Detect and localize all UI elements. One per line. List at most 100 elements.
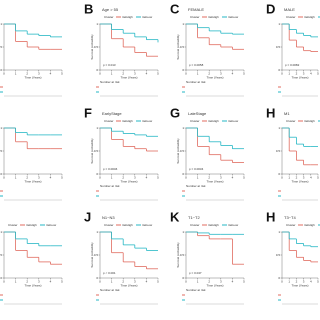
y-tick-label: 0.5: [0, 149, 2, 153]
x-tick-label: 1: [288, 175, 290, 179]
risk-table-title: Number at risk: [186, 288, 206, 292]
x-tick-label: 2: [208, 279, 210, 283]
x-tick-label: 2: [296, 71, 298, 75]
legend-label: riskLow: [228, 223, 239, 227]
legend-title: Cluster: [8, 223, 18, 227]
legend-title: Cluster: [190, 15, 200, 19]
legend-label: riskHigh: [208, 223, 219, 227]
x-tick-label: 5: [243, 71, 245, 75]
p-value: p = 0.0034: [189, 167, 204, 171]
x-tick-label: 2: [122, 279, 124, 283]
risk-table-title: Number at risk: [100, 288, 120, 292]
p-value: p = 0.0082: [285, 63, 300, 67]
x-tick-label: 5: [317, 71, 319, 75]
y-axis-label: Survival probability: [90, 242, 94, 268]
y-axis-label: Survival probability: [90, 34, 94, 60]
p-value: p = 0.0058: [189, 63, 204, 67]
risk-table-title: Number at risk: [186, 184, 206, 188]
panel-title: T1~T2: [188, 215, 200, 220]
x-tick-label: 0: [99, 279, 101, 283]
legend-title: Cluster: [286, 15, 296, 19]
legend-label: riskLow: [46, 223, 57, 227]
x-tick-label: 0: [99, 71, 101, 75]
x-tick-label: 5: [317, 279, 319, 283]
y-tick-label: 0.5: [276, 253, 281, 257]
x-axis-label: Time (Years): [207, 179, 224, 183]
y-tick-label: 0: [96, 172, 98, 176]
x-tick-label: 1: [197, 279, 199, 283]
x-tick-label: 4: [232, 279, 234, 283]
legend-title: Cluster: [104, 15, 114, 19]
x-tick-label: 3: [303, 71, 305, 75]
x-tick-label: 4: [146, 175, 148, 179]
y-tick-label: 1: [278, 230, 280, 234]
x-tick-label: 4: [146, 279, 148, 283]
y-tick-label: 0: [278, 172, 280, 176]
risk-table-title: Number at risk: [186, 80, 206, 84]
x-tick-label: 4: [310, 175, 312, 179]
x-tick-label: 3: [134, 71, 136, 75]
x-tick-label: 3: [220, 279, 222, 283]
legend-label: riskHigh: [304, 119, 315, 123]
y-tick-label: 0.5: [180, 253, 185, 257]
y-tick-label: 0.5: [94, 253, 99, 257]
x-tick-label: 0: [185, 175, 187, 179]
x-axis-label: Time (Years): [25, 75, 42, 79]
x-axis-label: Time (Years): [207, 283, 224, 287]
y-axis-label: Survival probability: [176, 34, 180, 60]
y-tick-label: 1: [0, 126, 2, 130]
y-axis-label: Survival probability: [176, 242, 180, 268]
x-tick-label: 2: [296, 175, 298, 179]
x-tick-label: 5: [61, 71, 63, 75]
x-tick-label: 2: [26, 175, 28, 179]
x-tick-label: 0: [3, 175, 5, 179]
x-tick-label: 4: [232, 71, 234, 75]
x-tick-label: 0: [99, 175, 101, 179]
legend-label: riskLow: [142, 15, 153, 19]
y-tick-label: 0: [96, 276, 98, 280]
x-tick-label: 5: [157, 71, 159, 75]
legend-label: riskLow: [228, 119, 239, 123]
x-tick-label: 5: [317, 175, 319, 179]
y-tick-label: 0: [96, 68, 98, 72]
x-tick-label: 2: [296, 279, 298, 283]
risk-table-title: Number at risk: [100, 184, 120, 188]
x-axis-label: Time (Years): [292, 283, 309, 287]
panel-title: MALE: [284, 7, 295, 12]
panel-letter: H: [266, 105, 275, 120]
x-axis-label: Time (Years): [25, 179, 42, 183]
x-tick-label: 5: [61, 175, 63, 179]
y-tick-label: 0: [182, 172, 184, 176]
panel-letter: K: [170, 209, 180, 224]
y-tick-label: 0.5: [0, 253, 2, 257]
x-tick-label: 1: [111, 279, 113, 283]
panel-letter: B: [84, 1, 93, 16]
legend-title: Cluster: [190, 223, 200, 227]
x-tick-label: 0: [281, 279, 283, 283]
legend-title: Cluster: [104, 119, 114, 123]
p-value: p = 0.047: [189, 271, 202, 275]
panel-letter: G: [170, 105, 180, 120]
x-axis-label: Time (Years): [292, 179, 309, 183]
panel-letter: C: [170, 1, 180, 16]
x-tick-label: 4: [146, 71, 148, 75]
legend-label: riskHigh: [122, 119, 133, 123]
y-tick-label: 0: [182, 276, 184, 280]
x-tick-label: 5: [157, 279, 159, 283]
x-tick-label: 0: [281, 71, 283, 75]
legend-title: Cluster: [286, 223, 296, 227]
x-tick-label: 1: [197, 71, 199, 75]
x-tick-label: 4: [232, 175, 234, 179]
x-tick-label: 1: [15, 175, 17, 179]
panel-title: LateStage: [188, 111, 207, 116]
x-tick-label: 1: [15, 279, 17, 283]
x-tick-label: 0: [281, 175, 283, 179]
y-tick-label: 0.5: [94, 45, 99, 49]
y-tick-label: 0: [278, 68, 280, 72]
x-tick-label: 3: [38, 71, 40, 75]
y-tick-label: 0: [0, 276, 2, 280]
legend-label: riskHigh: [122, 223, 133, 227]
panel-title: N1~N3: [102, 215, 115, 220]
x-tick-label: 1: [111, 175, 113, 179]
x-tick-label: 1: [197, 175, 199, 179]
